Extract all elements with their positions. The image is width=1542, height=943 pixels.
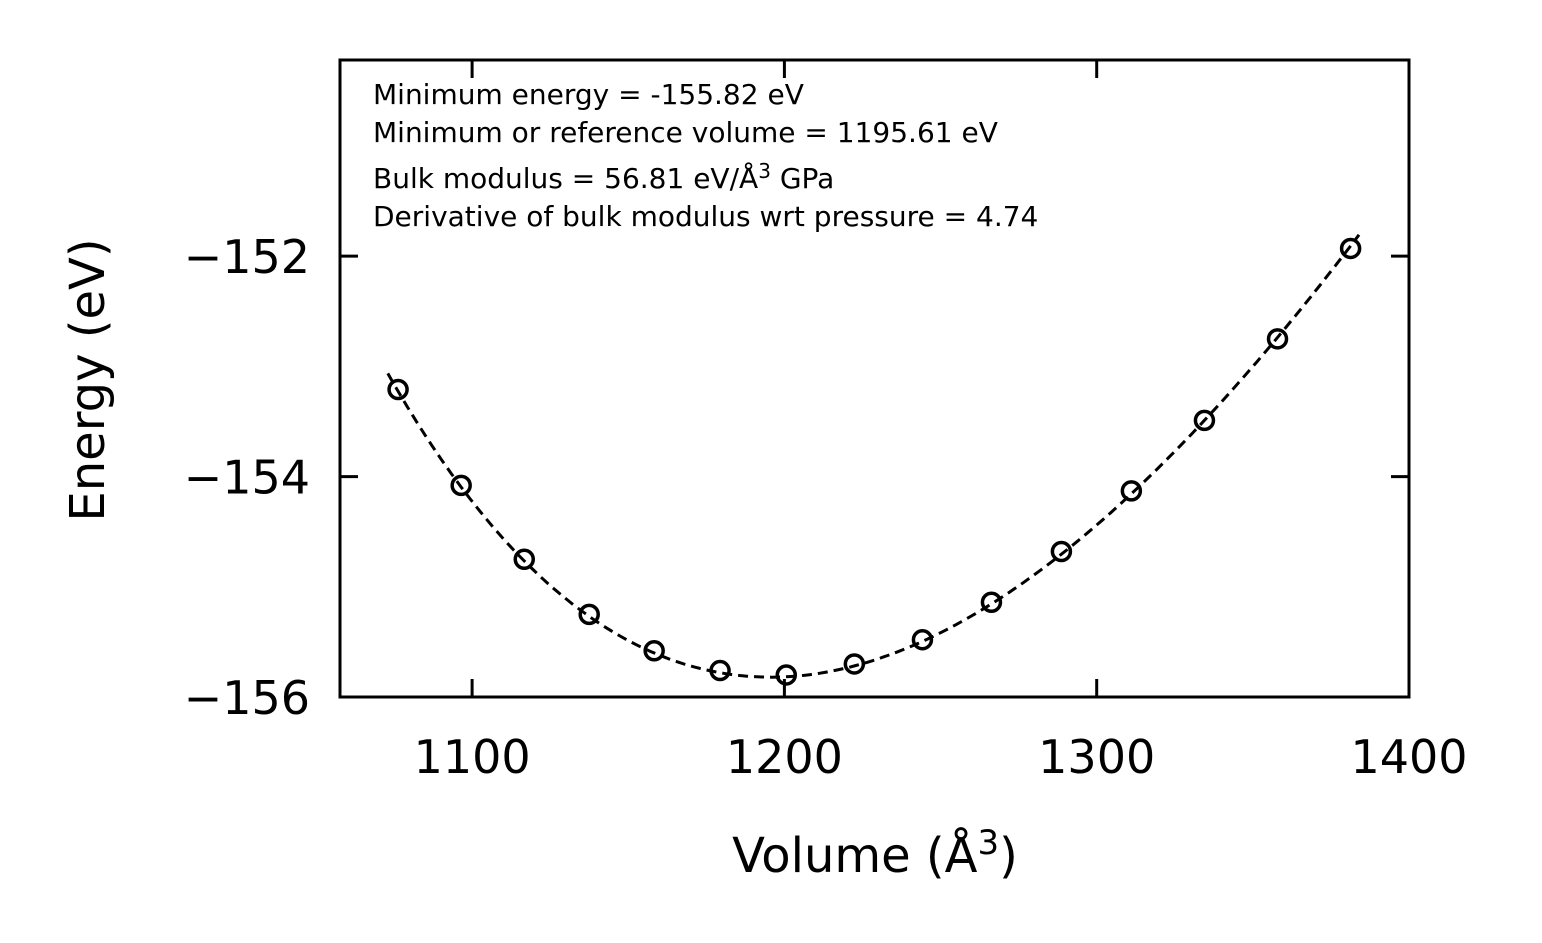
data-point [1266,328,1289,350]
annotation-bulk-modulus: Bulk modulus = 56.81 eV/Å3 GPa [373,159,834,195]
data-point [578,603,600,626]
plot-frame [338,58,1411,699]
data-point [709,659,731,682]
y-tick-label: −154 [184,451,310,505]
y-tick-label: −156 [184,671,310,725]
data-point [1193,409,1216,432]
y-tick-label: −152 [184,230,310,284]
data-point [775,664,798,686]
annotation-min-energy: Minimum energy = -155.82 eV [373,78,804,111]
data-point [1120,480,1143,502]
x-tick-label: 1300 [1038,730,1155,784]
data-point [1339,237,1362,260]
data-points [387,237,1362,686]
annotation-min-volume: Minimum or reference volume = 1195.61 eV [373,116,998,149]
x-axis-label: Volume (Å3) [732,823,1018,884]
data-point [513,548,536,570]
fit-curve [386,233,1361,679]
data-point [450,474,472,497]
data-point [980,591,1003,613]
data-point [643,639,665,662]
x-tick-label: 1100 [414,730,531,784]
y-axis-ticks: −152 −154 −156 [184,230,1409,725]
data-point [843,653,866,675]
x-tick-label: 1200 [726,730,843,784]
data-point [911,628,934,651]
data-point [387,378,409,401]
data-point [1050,540,1073,563]
y-axis-label: Energy (eV) [60,238,116,521]
annotation-bulk-modulus-derivative: Derivative of bulk modulus wrt pressure … [373,200,1038,233]
x-tick-label: 1400 [1350,730,1467,784]
x-axis-ticks: 1100 1200 1300 1400 [414,60,1468,784]
